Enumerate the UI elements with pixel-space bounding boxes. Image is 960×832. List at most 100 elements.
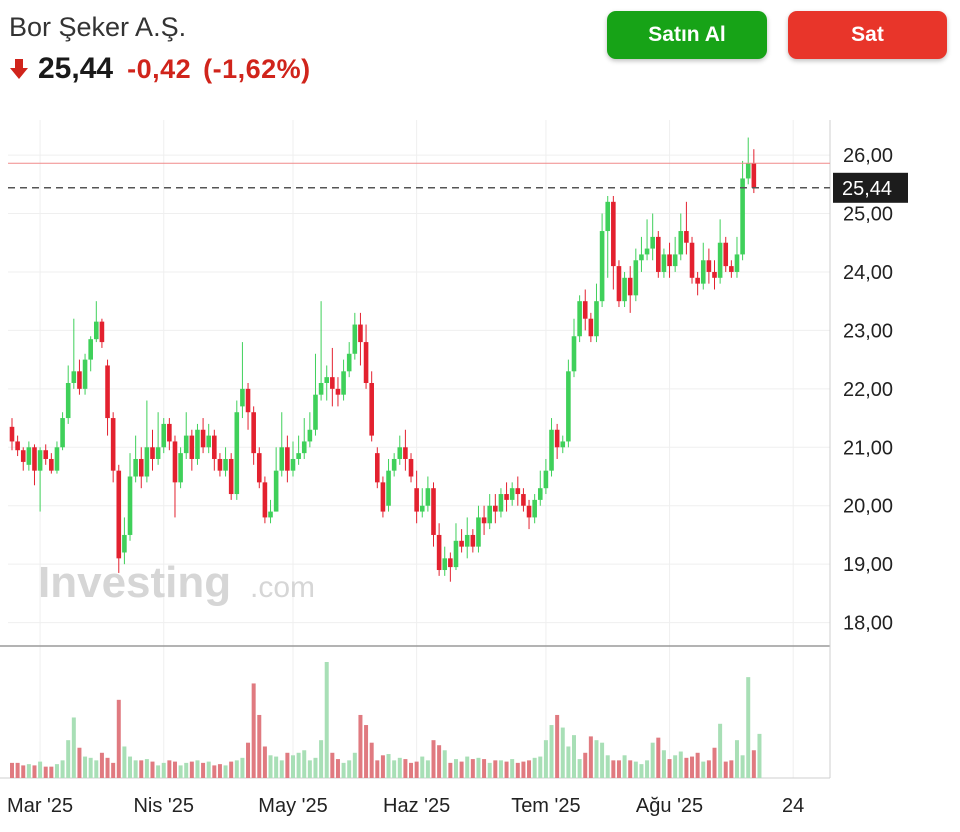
- volume-bar: [673, 755, 678, 778]
- volume-bar: [437, 745, 442, 778]
- price-row: 25,44 -0,42 (-1,62%): [9, 52, 323, 86]
- volume-bar: [229, 761, 234, 778]
- volume-bar: [111, 762, 116, 778]
- candle-body: [375, 453, 380, 483]
- volume-bar: [307, 760, 312, 778]
- volume-bar: [577, 759, 582, 778]
- volume-bar: [650, 742, 655, 778]
- volume-bar: [425, 760, 430, 778]
- candle-body: [43, 450, 49, 459]
- y-axis: 26,00 25,00 24,00 23,00 22,00 21,00 20,00 19,00…: [843, 145, 893, 635]
- volume-bar: [352, 752, 357, 778]
- price-chart[interactable]: Investing .com 26,00 25,00 24,00 23,00 22,00…: [0, 100, 960, 832]
- x-axis: Mar '25 Nis '25 May '25 Haz '25 Tem '25 Ağu '…: [7, 795, 804, 817]
- candle-body: [290, 458, 296, 471]
- volume-bar: [723, 761, 728, 778]
- candle-body: [706, 260, 712, 272]
- volume-bar: [392, 760, 397, 778]
- volume-bar: [560, 727, 565, 778]
- volume-bar: [302, 750, 307, 778]
- candle-body: [82, 359, 88, 389]
- buy-button[interactable]: Satın Al: [607, 11, 767, 59]
- candle-body: [37, 450, 43, 471]
- candle-body: [689, 242, 695, 278]
- volume-bar: [201, 762, 206, 778]
- candle-body: [256, 453, 262, 483]
- price-change-percent: (-1,62%): [203, 53, 311, 84]
- volume-bar: [144, 759, 149, 778]
- candle-body: [49, 458, 54, 471]
- volume-bar: [684, 757, 689, 778]
- candle-body: [144, 447, 150, 477]
- watermark-suffix: .com: [250, 571, 315, 604]
- volume-bar: [566, 746, 571, 778]
- x-tick-label: May '25: [258, 795, 327, 817]
- volume-bar: [71, 717, 76, 778]
- candle-body: [391, 458, 397, 471]
- candle-body: [515, 488, 521, 495]
- candle-body: [448, 558, 453, 568]
- volume-bar: [330, 752, 335, 778]
- last-price: 25,44: [38, 52, 114, 85]
- volume-bar: [60, 760, 65, 778]
- candle-body: [481, 517, 487, 524]
- volume-bar: [645, 760, 650, 778]
- volume-bar: [740, 755, 745, 778]
- candle-body: [442, 558, 448, 571]
- candle-body: [99, 321, 105, 343]
- volume-bar: [746, 677, 751, 778]
- candle-body: [509, 488, 515, 500]
- candle-body: [571, 336, 577, 372]
- y-tick-label: 25,00: [843, 204, 893, 226]
- volume-bar: [358, 714, 363, 778]
- candle-body: [611, 201, 616, 267]
- candle-body: [127, 476, 133, 535]
- candle-body: [240, 388, 245, 407]
- volume-bar: [32, 765, 37, 778]
- volume-bar: [527, 760, 532, 778]
- volume-bar: [414, 761, 419, 778]
- candle-body: [633, 260, 639, 296]
- volume-bar: [448, 762, 453, 778]
- watermark: Investing .com: [38, 558, 315, 607]
- candle-body: [161, 423, 167, 448]
- volume-bar: [347, 760, 352, 778]
- candle-body: [656, 236, 661, 272]
- volume-bar: [661, 750, 666, 778]
- volume-bars: [10, 662, 762, 778]
- volume-bar: [291, 755, 295, 778]
- x-tick-label: Ağu '25: [636, 795, 703, 817]
- volume-bar: [611, 760, 616, 778]
- candle-body: [560, 441, 566, 448]
- volume-bar: [88, 757, 93, 778]
- candle-body: [498, 494, 504, 512]
- candle-body: [487, 505, 492, 524]
- candle-body: [330, 377, 335, 389]
- candle-body: [150, 447, 155, 459]
- candle-body: [324, 377, 330, 383]
- candle-body: [549, 429, 554, 471]
- volume-bar: [167, 760, 172, 778]
- candle-body: [15, 441, 20, 451]
- candle-body: [599, 231, 605, 302]
- volume-bar: [678, 751, 683, 778]
- volume-bar: [364, 725, 369, 778]
- volume-bar: [161, 762, 166, 778]
- volume-bar: [268, 755, 273, 778]
- candle-body: [745, 163, 751, 179]
- volume-bar: [341, 762, 346, 778]
- candle-body: [605, 201, 611, 232]
- candle-body: [65, 383, 71, 419]
- last-price-tag-label: 25,44: [842, 178, 892, 200]
- volume-bar: [133, 760, 138, 778]
- candle-body: [172, 441, 178, 483]
- sell-button[interactable]: Sat: [788, 11, 947, 59]
- volume-bar: [420, 756, 425, 778]
- volume-bar: [94, 760, 99, 778]
- candle-body: [650, 236, 655, 249]
- arrow-down-icon: [10, 59, 28, 79]
- volume-bar: [616, 760, 621, 778]
- candle-body: [251, 412, 256, 454]
- x-tick-label: 24: [782, 795, 804, 817]
- volume-bar: [156, 765, 161, 778]
